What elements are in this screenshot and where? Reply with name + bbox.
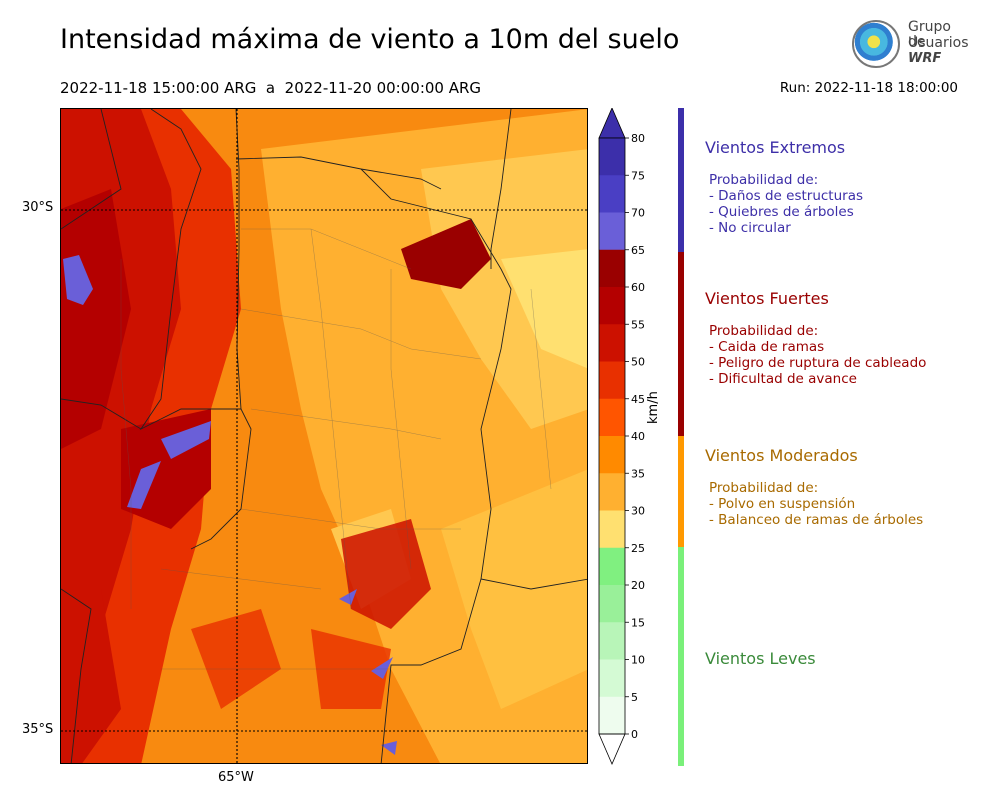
colorbar-tick-label: 75 <box>631 169 645 182</box>
colorbar-band <box>599 212 625 251</box>
colorbar-tick-label: 70 <box>631 207 645 220</box>
category-line: - Quiebres de árboles <box>709 204 854 220</box>
colorbar-band <box>599 138 625 176</box>
category-line: - Caida de ramas <box>709 339 825 355</box>
colorbar-band <box>599 324 625 362</box>
colorbar-tick-label: 40 <box>631 430 645 443</box>
colorbar-tick-label: 55 <box>631 318 645 331</box>
colorbar-extend-top <box>598 106 626 139</box>
colorbar-tick-label: 80 <box>631 132 645 145</box>
colorbar-tick-label: 65 <box>631 244 645 257</box>
colorbar-tick-label: 20 <box>631 579 645 592</box>
lat-label-35s: 35°S <box>22 722 54 737</box>
colorbar-band <box>599 622 625 660</box>
legend-bar-extreme <box>678 108 684 252</box>
colorbar-tick-label: 10 <box>631 654 645 667</box>
logo-line-3: WRF <box>908 51 942 66</box>
wind-field-svg <box>61 109 587 763</box>
category-title: Vientos Extremos <box>705 138 846 157</box>
colorbar-band <box>599 287 625 325</box>
colorbar-band <box>599 510 625 549</box>
colorbar-band <box>599 585 625 623</box>
forecast-period: 2022-11-18 15:00:00 ARG a 2022-11-20 00:… <box>60 79 482 97</box>
logo-line-1: Grupo de <box>908 19 951 50</box>
wind-map <box>60 108 588 764</box>
grupo-wrf-logo: Grupo de Usuarios WRF <box>848 16 972 74</box>
colorbar-tick-label: 0 <box>631 728 638 741</box>
lon-label-65w: 65°W <box>218 770 254 785</box>
colorbar-tick-label: 15 <box>631 616 645 629</box>
colorbar-band <box>599 398 625 437</box>
logo-line-2: Usuarios <box>908 35 969 51</box>
category-title: Vientos Fuertes <box>705 289 829 308</box>
colorbar-band <box>599 659 625 698</box>
colorbar-tick-label: 35 <box>631 467 645 480</box>
colorbar-band <box>599 175 625 213</box>
colorbar-band <box>599 361 625 400</box>
colorbar-tick-label: 50 <box>631 356 645 369</box>
colorbar-tick-label: 25 <box>631 542 645 555</box>
colorbar-tick-label: 60 <box>631 281 645 294</box>
category-line: Probabilidad de: <box>709 480 819 496</box>
colorbar: 80 75 70 65 60 55 50 45 40 35 30 25 20 15 10 5 0 <box>598 106 645 766</box>
legend-bar-strong <box>678 252 684 436</box>
colorbar-tick-label: 45 <box>631 393 645 406</box>
legend-bar-moderate <box>678 436 684 547</box>
run-timestamp: Run: 2022-11-18 18:00:00 <box>779 80 958 96</box>
category-line: - No circular <box>709 220 791 236</box>
colorbar-band <box>599 249 625 288</box>
category-line: Probabilidad de: <box>709 323 819 339</box>
colorbar-tick-label: 30 <box>631 505 645 518</box>
colorbar-band <box>599 436 625 474</box>
map-title: Intensidad máxima de viento a 10m del su… <box>60 24 680 55</box>
globe-icon <box>852 20 900 68</box>
colorbar-tick-label: 5 <box>631 691 638 704</box>
category-line: - Dificultad de avance <box>709 371 857 387</box>
colorbar-unit-label: km/h <box>646 391 661 424</box>
category-line: - Balanceo de ramas de árboles <box>709 512 924 528</box>
category-line: - Peligro de ruptura de cableado <box>709 355 927 371</box>
category-line: Probabilidad de: <box>709 172 819 188</box>
category-title: Vientos Leves <box>705 649 816 668</box>
category-line: - Daños de estructuras <box>709 188 864 204</box>
category-line: - Polvo en suspensión <box>709 496 856 512</box>
lat-label-30s: 30°S <box>22 200 54 215</box>
colorbar-band <box>599 473 625 511</box>
category-title: Vientos Moderados <box>705 446 858 465</box>
legend-bar-light <box>678 547 684 766</box>
colorbar-band <box>599 696 625 735</box>
colorbar-band <box>599 547 625 586</box>
colorbar-extend-bottom <box>598 733 626 766</box>
